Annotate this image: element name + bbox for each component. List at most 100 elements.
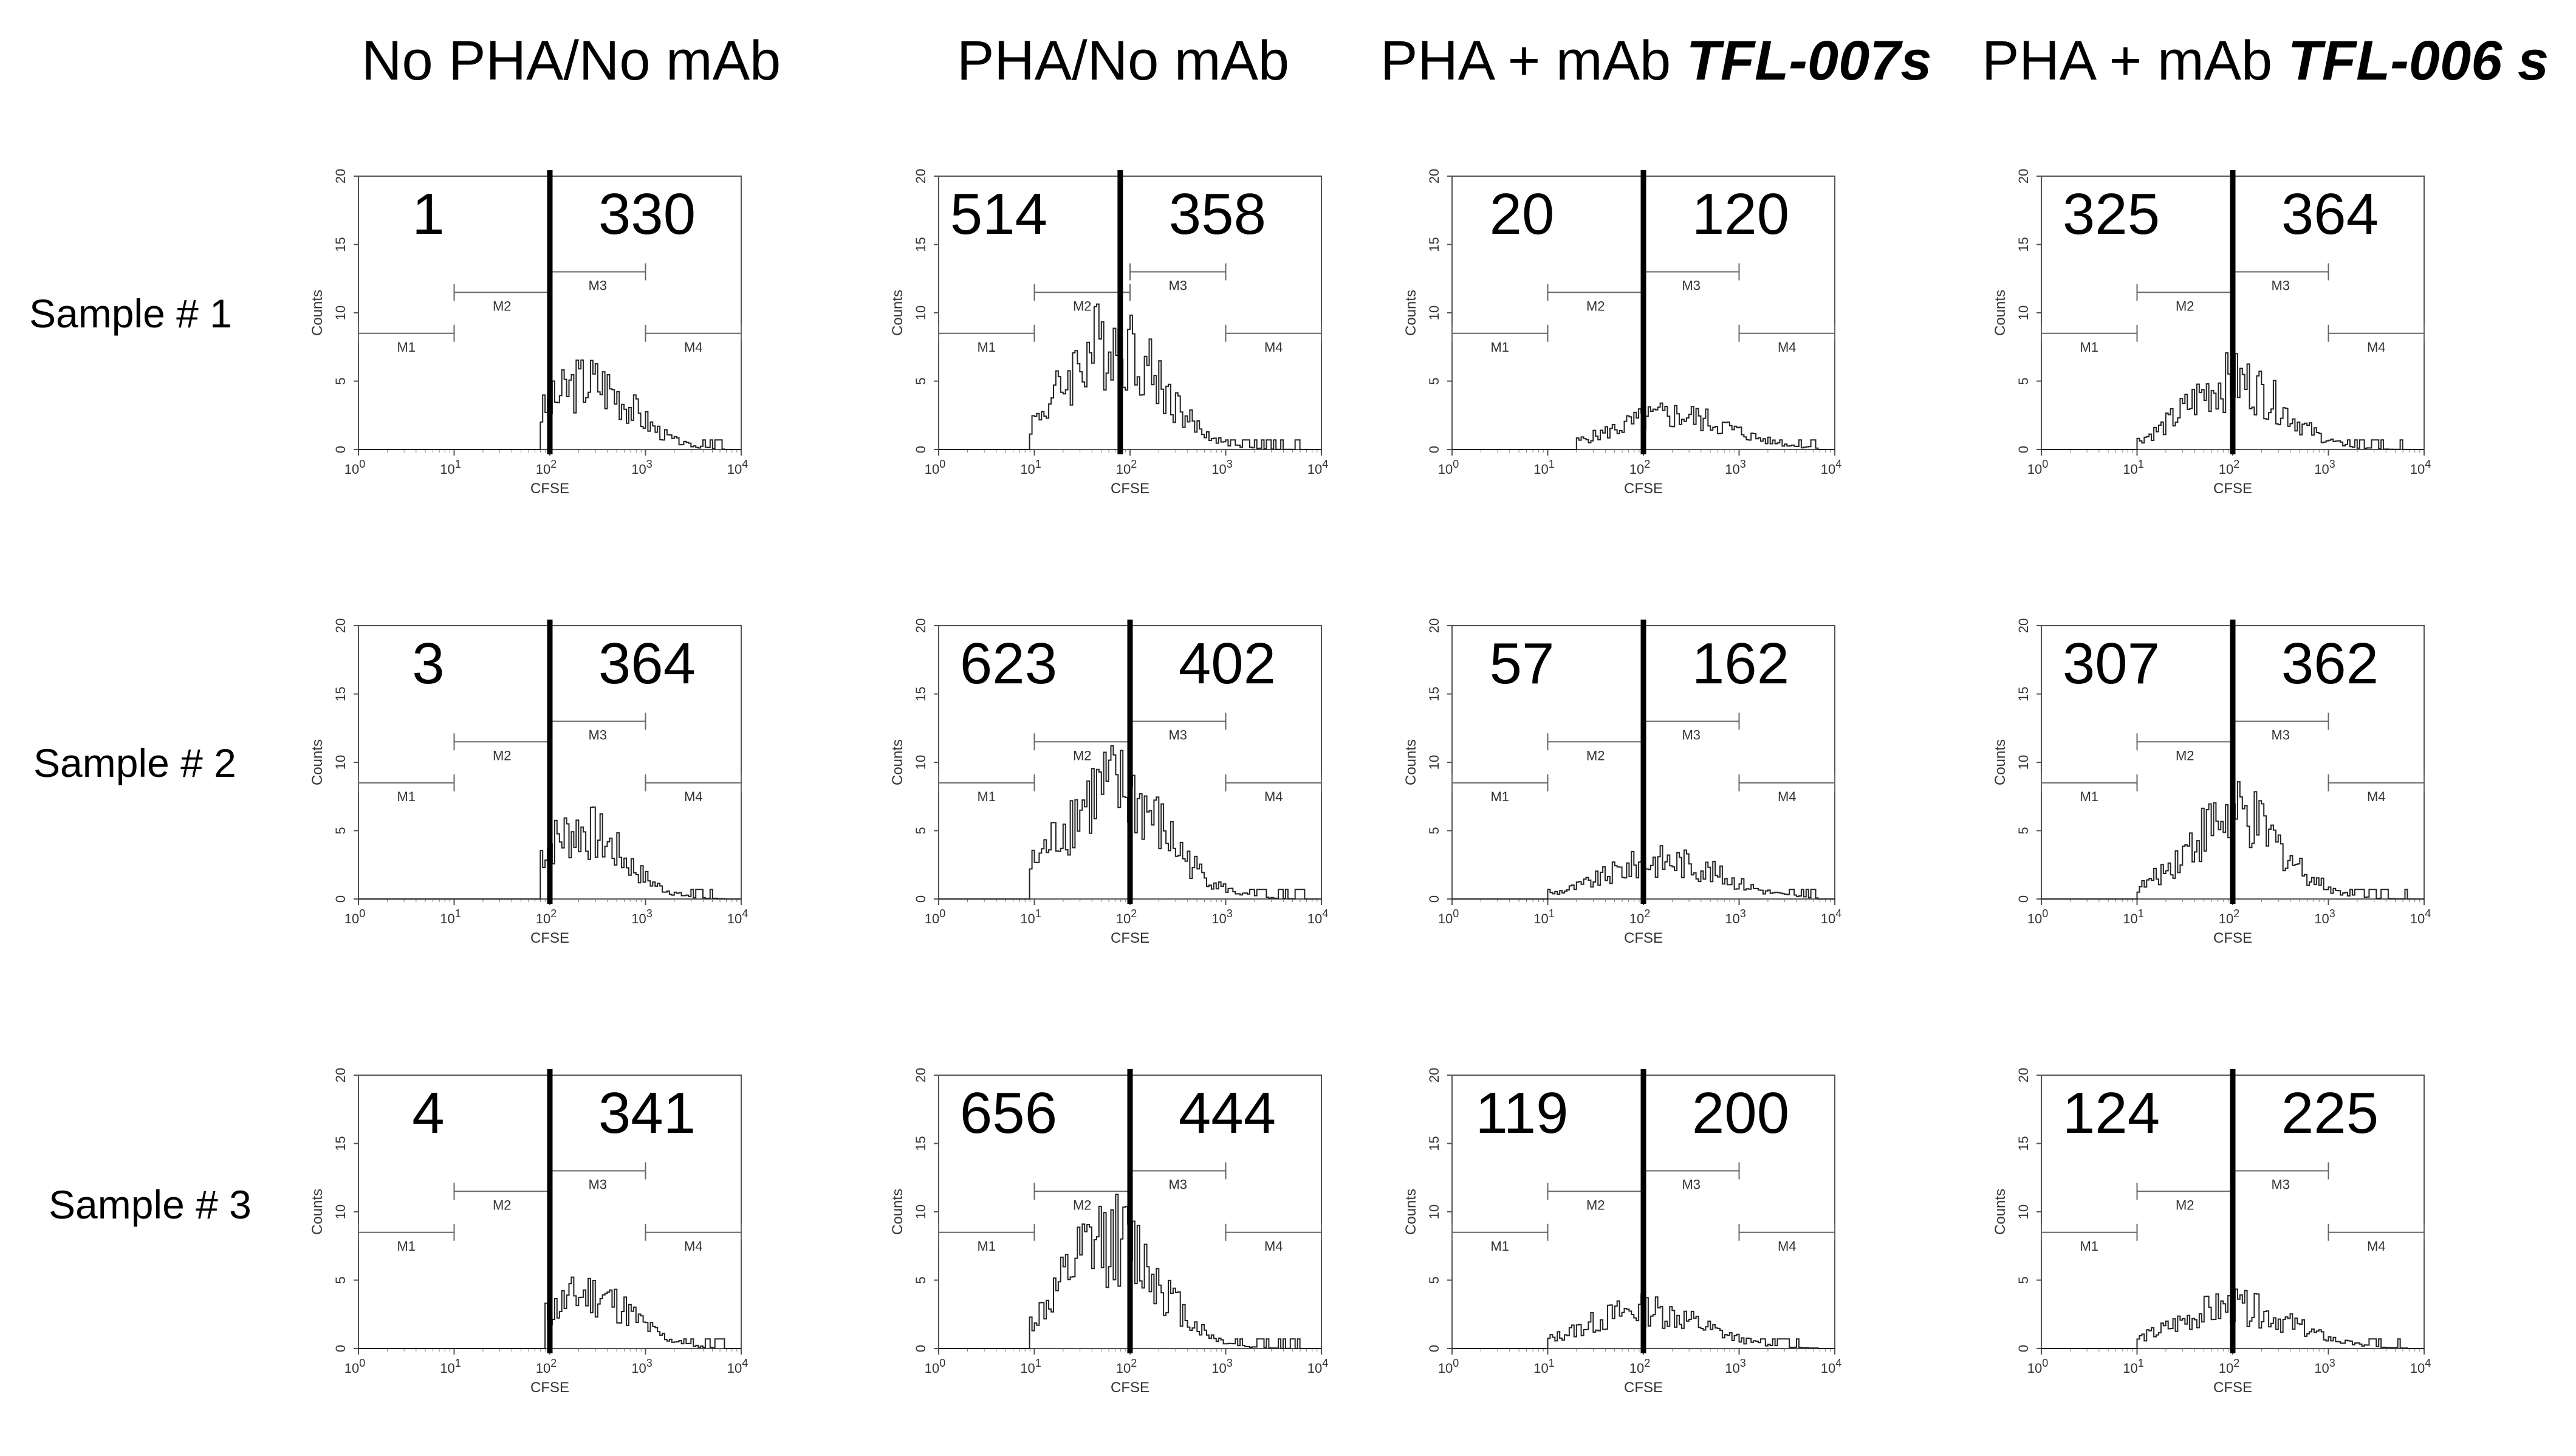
left-count: 656 [960, 1081, 1057, 1146]
x-tick-label: 101 [440, 458, 461, 477]
left-count: 3 [412, 631, 444, 696]
marker-label: M2 [1586, 748, 1605, 763]
y-tick-label: 20 [913, 618, 928, 633]
x-tick-label: 102 [536, 907, 557, 926]
y-tick-label: 5 [1427, 827, 1442, 834]
right-count: 120 [1692, 182, 1789, 247]
x-tick-label: 104 [727, 1357, 748, 1376]
y-tick-label: 20 [333, 1068, 348, 1082]
y-tick-label: 0 [333, 1345, 348, 1352]
x-tick-label: 101 [440, 1357, 461, 1376]
y-tick-label: 5 [1427, 1276, 1442, 1283]
y-tick-label: 0 [333, 446, 348, 453]
x-tick-label: 100 [2027, 1357, 2049, 1376]
y-axis-title: Counts [1992, 290, 2009, 336]
histogram-trace [939, 303, 1321, 450]
column-header-pha-no-mab: PHA/No mAb [957, 30, 1290, 92]
y-tick-label: 0 [333, 895, 348, 903]
x-tick-label: 102 [1116, 1357, 1137, 1376]
x-tick-label: 100 [2027, 458, 2049, 477]
x-tick-label: 101 [1533, 1357, 1555, 1376]
left-count: 57 [1490, 631, 1555, 696]
left-count: 514 [950, 182, 1047, 247]
y-axis-title: Counts [309, 739, 326, 785]
y-tick-label: 10 [2016, 306, 2031, 320]
x-tick-label: 104 [1307, 458, 1329, 477]
y-tick-label: 0 [2016, 446, 2031, 453]
y-tick-label: 15 [333, 686, 348, 701]
y-tick-label: 5 [2016, 377, 2031, 385]
right-count: 200 [1692, 1081, 1789, 1146]
marker-label: M1 [977, 789, 996, 804]
marker-label: M2 [2176, 748, 2194, 763]
marker-label: M2 [493, 1197, 512, 1212]
x-tick-label: 100 [344, 1357, 366, 1376]
histogram-panel: 0 5 10 15 20 Counts 100 101 102 103 104 CFSE M1 M2 M3 M… [1987, 614, 2436, 984]
y-tick-label: 5 [913, 1276, 928, 1283]
y-tick-label: 15 [913, 237, 928, 251]
x-tick-label: 103 [1211, 1357, 1233, 1376]
right-count: 364 [2281, 182, 2379, 247]
right-count: 225 [2281, 1081, 2379, 1146]
x-tick-label: 100 [925, 907, 946, 926]
y-tick-label: 15 [1427, 237, 1442, 251]
y-axis-title: Counts [1403, 1189, 1419, 1235]
x-axis-title: CFSE [2213, 1379, 2252, 1396]
column-header-pha-tfl-007s: PHA + mAb TFL-007s [1380, 30, 1932, 92]
histogram-panel: 0 5 10 15 20 Counts 100 101 102 103 104 CFSE M1 M2 M3 M… [1397, 164, 1847, 535]
column-header-pha-tfl-006s: PHA + mAb TFL-006 s [1982, 30, 2549, 92]
marker-label: M4 [1778, 789, 1797, 804]
marker-label: M1 [2080, 340, 2098, 355]
y-tick-label: 15 [2016, 686, 2031, 701]
x-tick-label: 100 [344, 458, 366, 477]
left-count: 4 [412, 1081, 444, 1146]
marker-label: M2 [1586, 298, 1605, 313]
right-count: 402 [1179, 631, 1276, 696]
y-tick-label: 10 [913, 306, 928, 320]
x-tick-label: 101 [1020, 458, 1041, 477]
y-axis-title: Counts [1992, 1189, 2009, 1235]
marker-label: M1 [977, 340, 996, 355]
histogram-trace [1452, 1293, 1835, 1349]
right-count: 162 [1692, 631, 1789, 696]
y-tick-label: 15 [913, 1136, 928, 1150]
histogram-trace [358, 1276, 741, 1349]
histogram-panel: 0 5 10 15 20 Counts 100 101 102 103 104 CFSE M1 M2 M3 M… [884, 1063, 1334, 1434]
x-tick-label: 102 [1116, 907, 1137, 926]
y-axis-title: Counts [889, 290, 906, 336]
right-count: 358 [1169, 182, 1266, 247]
right-count: 362 [2281, 631, 2379, 696]
x-tick-label: 103 [2314, 907, 2335, 926]
histogram-trace [2041, 352, 2424, 450]
x-tick-label: 100 [2027, 907, 2049, 926]
y-axis-title: Counts [309, 1189, 326, 1235]
x-tick-label: 104 [2410, 458, 2431, 477]
x-tick-label: 104 [1821, 907, 1842, 926]
marker-label: M4 [2367, 1239, 2386, 1254]
y-tick-label: 0 [913, 1345, 928, 1352]
left-count: 124 [2063, 1081, 2160, 1146]
x-tick-label: 101 [2123, 1357, 2144, 1376]
x-tick-label: 103 [1211, 907, 1233, 926]
marker-label: M3 [1682, 728, 1701, 743]
y-tick-label: 5 [913, 827, 928, 834]
y-tick-label: 15 [2016, 237, 2031, 251]
y-tick-label: 15 [913, 686, 928, 701]
y-tick-label: 20 [333, 169, 348, 183]
marker-label: M2 [1073, 1197, 1092, 1212]
y-tick-label: 15 [1427, 1136, 1442, 1150]
right-count: 341 [598, 1081, 696, 1146]
x-tick-label: 103 [1725, 1357, 1746, 1376]
marker-label: M3 [2271, 278, 2290, 293]
marker-label: M3 [1682, 278, 1701, 293]
y-tick-label: 5 [913, 377, 928, 385]
marker-label: M4 [1264, 340, 1283, 355]
histogram-panel: 0 5 10 15 20 Counts 100 101 102 103 104 CFSE M1 M2 M3 M… [1987, 1063, 2436, 1434]
x-axis-title: CFSE [2213, 930, 2252, 946]
x-tick-label: 103 [1725, 458, 1746, 477]
x-tick-label: 102 [536, 1357, 557, 1376]
marker-label: M3 [1168, 1177, 1187, 1192]
histogram-trace [2041, 1288, 2424, 1349]
marker-label: M3 [1168, 278, 1187, 293]
y-tick-label: 5 [333, 377, 348, 385]
